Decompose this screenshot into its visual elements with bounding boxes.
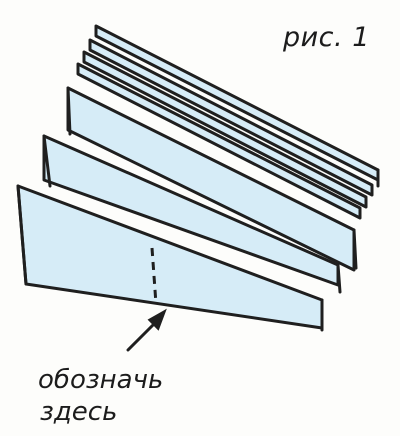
figure-label: рис. 1	[283, 22, 370, 53]
caption-line-1: обозначь	[38, 365, 164, 395]
paper-layer-back-3	[82, 50, 368, 209]
dashed-mark-line	[150, 247, 158, 305]
caption: обозначь здесь	[38, 364, 218, 428]
fold-edge-right-2	[352, 228, 358, 270]
paper-layer-back-2	[88, 38, 374, 197]
arrow-icon	[126, 308, 167, 352]
fold-edge-right-3	[336, 263, 342, 294]
fold-edge-1	[66, 86, 72, 136]
fold-edge-3	[16, 184, 28, 286]
caption-line-2: здесь	[40, 397, 118, 427]
fold-edge-2	[42, 134, 52, 188]
paper-layer-back-4	[76, 62, 362, 220]
